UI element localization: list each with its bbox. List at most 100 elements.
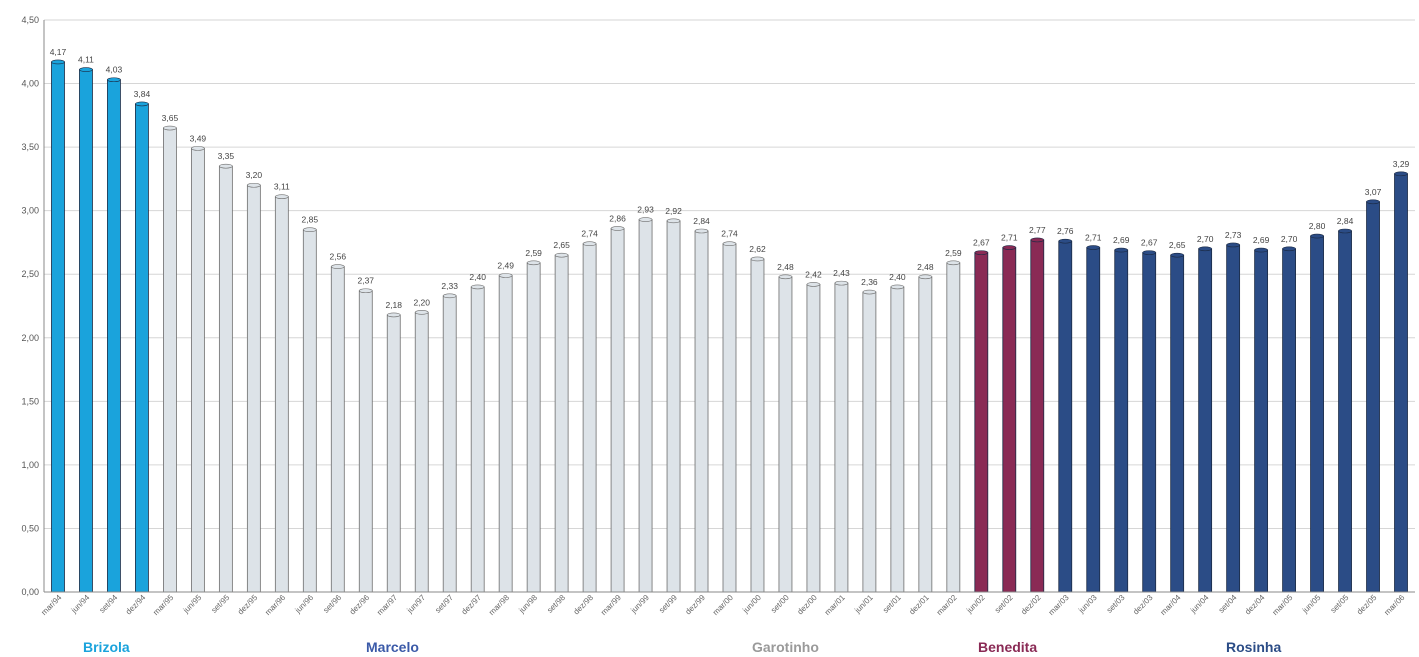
x-tick-label: mar/98 (487, 593, 511, 617)
bar-cap (51, 59, 65, 65)
bar (386, 314, 401, 593)
data-label: 2,84 (1337, 216, 1354, 226)
bar (834, 282, 849, 593)
y-tick-label: 4,00 (21, 79, 39, 89)
data-label: 2,43 (833, 268, 850, 278)
bar-cap (442, 293, 457, 299)
bar (442, 295, 457, 593)
group-label-garotinho: Garotinho (752, 639, 819, 655)
x-tick-label: mar/96 (263, 593, 287, 617)
bar (638, 219, 653, 593)
bar-cap (638, 217, 653, 222)
bar-cap (107, 77, 121, 83)
bar-cap (1142, 250, 1156, 255)
bar (1114, 249, 1129, 593)
data-label: 2,74 (721, 229, 738, 239)
bar-cap (358, 288, 373, 294)
bar-cap (1086, 245, 1101, 250)
data-label: 3,20 (246, 170, 263, 180)
y-axis-ticks: 0,00 0,50 1,00 1,50 2,00 2,50 3,00 3,50 4,00 4,50 (21, 15, 39, 597)
data-label: 3,65 (162, 113, 179, 123)
x-tick-label: set/03 (1105, 593, 1127, 615)
data-label: 2,92 (665, 206, 682, 216)
x-tick-label: set/99 (657, 593, 679, 615)
bar (107, 79, 121, 593)
bar (1338, 230, 1352, 593)
bar-cap (1282, 246, 1296, 252)
bar (246, 184, 261, 593)
data-label: 2,56 (330, 252, 347, 262)
y-tick-label: 2,00 (21, 333, 39, 343)
bar (190, 147, 205, 593)
x-tick-label: set/94 (98, 593, 120, 615)
bar-cap (806, 282, 821, 287)
x-tick-label: set/02 (993, 593, 1015, 615)
bar (1394, 173, 1408, 593)
bar-cap (79, 67, 93, 72)
bar-cap (1170, 252, 1184, 258)
bar (274, 196, 289, 593)
group-label-benedita: Benedita (978, 639, 1037, 655)
bar (163, 127, 177, 593)
bar (218, 165, 233, 593)
x-tick-label: set/05 (1329, 593, 1351, 615)
bar-cap (1226, 242, 1240, 248)
bar (1198, 248, 1213, 593)
data-label: 3,29 (1393, 159, 1410, 169)
data-label: 3,49 (190, 133, 207, 143)
y-tick-label: 1,50 (21, 396, 39, 406)
bar-cap (470, 284, 485, 290)
x-tick-label: mar/97 (375, 593, 399, 617)
x-tick-label: mar/05 (1271, 593, 1295, 617)
data-label: 2,40 (469, 272, 486, 282)
bar (358, 290, 373, 593)
data-label: 2,49 (497, 260, 514, 270)
x-tick-label: dez/98 (572, 593, 596, 617)
bar (918, 276, 933, 593)
bar (1254, 249, 1269, 593)
data-label: 2,70 (1197, 234, 1214, 244)
x-tick-label: jun/02 (964, 593, 987, 616)
data-label: 2,67 (1141, 238, 1158, 248)
x-tick-label: mar/02 (935, 593, 959, 617)
bar-cap (386, 312, 401, 318)
bar-cap (275, 194, 289, 199)
bar-cap (582, 241, 597, 247)
data-label: 2,70 (1281, 234, 1298, 244)
bar-cap (610, 226, 625, 231)
group-label-brizola: Brizola (83, 639, 130, 655)
bar (526, 262, 541, 593)
bar-cap (135, 101, 149, 107)
x-tick-label: jun/04 (1188, 593, 1211, 616)
data-label: 2,77 (1029, 225, 1046, 235)
data-label: 2,71 (1001, 233, 1018, 243)
data-label: 2,18 (385, 300, 402, 310)
x-tick-label: jun/98 (517, 593, 540, 616)
y-tick-label: 2,50 (21, 269, 39, 279)
data-label: 2,93 (637, 205, 654, 215)
x-tick-label: mar/04 (1159, 593, 1183, 617)
bar-cap (498, 273, 513, 278)
bar (778, 276, 793, 593)
bar-cap (722, 241, 737, 247)
data-label: 2,69 (1253, 235, 1270, 245)
bar (610, 228, 625, 593)
x-tick-label: dez/01 (907, 593, 931, 617)
y-tick-label: 1,00 (21, 460, 39, 470)
data-label: 2,67 (973, 238, 990, 248)
data-label: 2,65 (1169, 240, 1186, 250)
data-label: 2,20 (413, 297, 430, 307)
bar (1310, 235, 1324, 593)
data-label: 3,84 (134, 89, 151, 99)
bar-cap (1394, 171, 1408, 177)
data-label: 3,11 (274, 182, 290, 192)
x-tick-label: jun/00 (740, 593, 763, 616)
data-labels: 4,17 4,11 4,03 3,84 3,65 3,49 3,35 3,20 3,11 2,85… (50, 47, 1410, 310)
bar (1226, 244, 1241, 593)
data-label: 2,71 (1085, 233, 1102, 243)
bar (1282, 248, 1296, 593)
group-label-rosinha: Rosinha (1226, 639, 1281, 655)
x-tick-label: jun/05 (1300, 593, 1323, 616)
bar-cap (778, 274, 793, 280)
